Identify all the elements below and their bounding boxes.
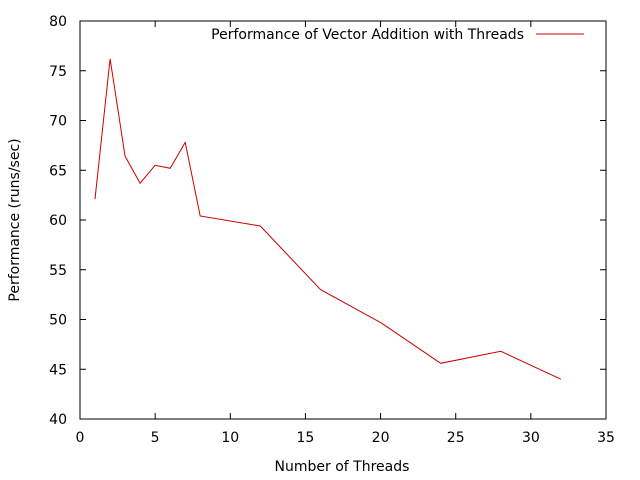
y-tick-label: 65 (49, 163, 67, 179)
x-tick-label: 30 (522, 430, 540, 446)
y-tick-label: 80 (49, 14, 67, 30)
x-tick-label: 0 (76, 430, 85, 446)
y-tick-label: 40 (49, 412, 67, 428)
x-tick-label: 20 (372, 430, 390, 446)
y-tick-label: 50 (49, 313, 67, 329)
series-line (94, 58, 562, 380)
x-axis-label: Number of Threads (275, 459, 410, 475)
y-tick-label: 70 (49, 114, 67, 130)
y-tick-label: 55 (49, 263, 67, 279)
tick-labels: 0 5 10 15 20 25 30 35 40 45 50 55 60 65 70 75 80 (49, 14, 615, 446)
x-tick-label: 10 (221, 430, 239, 446)
axis-ticks (79, 20, 607, 420)
legend: Performance of Vector Addition with Thre… (211, 27, 584, 43)
x-tick-label: 25 (447, 430, 465, 446)
y-tick-label: 75 (49, 64, 67, 80)
y-tick-label: 60 (49, 213, 67, 229)
x-tick-label: 35 (597, 430, 615, 446)
x-tick-label: 5 (151, 430, 160, 446)
y-tick-label: 45 (49, 362, 67, 378)
legend-label: Performance of Vector Addition with Thre… (211, 27, 524, 43)
series-group (94, 58, 562, 380)
plot-frame (79, 20, 607, 420)
y-axis-label: Performance (runs/sec) (7, 138, 23, 301)
x-tick-label: 15 (297, 430, 315, 446)
